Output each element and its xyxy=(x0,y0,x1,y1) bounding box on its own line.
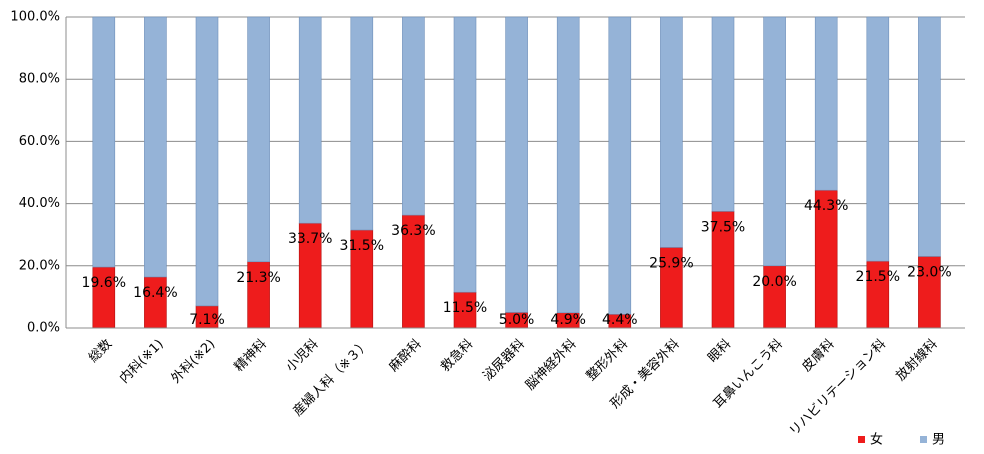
x-tick-label: 救急科 xyxy=(437,336,476,375)
x-tick-label: 総数 xyxy=(86,337,115,366)
data-label: 5.0% xyxy=(499,312,535,328)
data-label: 20.0% xyxy=(752,274,796,290)
data-label: 7.1% xyxy=(189,312,225,328)
bar-segment xyxy=(608,16,632,315)
bar-segment xyxy=(711,16,735,212)
bar-segment xyxy=(763,16,786,267)
x-tick-label: 脳神経外科 xyxy=(523,337,580,394)
data-label: 31.5% xyxy=(340,238,384,254)
bar-segment xyxy=(195,16,219,307)
bar-segment xyxy=(814,16,838,191)
bar-segment xyxy=(505,16,528,313)
legend-label: 男 xyxy=(932,433,945,448)
x-tick-label: 内科(※1) xyxy=(116,336,166,386)
y-tick-label: 60.0% xyxy=(19,134,60,149)
data-label: 44.3% xyxy=(804,198,848,214)
legend-swatch xyxy=(858,436,865,443)
legend-label: 女 xyxy=(870,432,883,448)
x-tick-label: 麻酔科 xyxy=(387,337,425,375)
data-label: 33.7% xyxy=(288,231,332,247)
legend-swatch xyxy=(920,436,927,443)
bar-segment xyxy=(918,16,941,257)
data-label: 21.3% xyxy=(236,270,280,286)
bar-segment xyxy=(350,16,374,231)
x-tick-label: 小児科 xyxy=(283,337,321,375)
data-label: 16.4% xyxy=(133,285,177,301)
data-label: 37.5% xyxy=(701,219,745,235)
data-label: 4.4% xyxy=(602,312,638,328)
y-tick-label: 0.0% xyxy=(27,321,60,336)
data-label: 19.6% xyxy=(82,275,126,291)
data-label: 25.9% xyxy=(649,255,693,271)
data-label: 11.5% xyxy=(443,300,487,316)
data-label: 23.0% xyxy=(907,264,951,280)
x-tick-label: 泌尿器科 xyxy=(481,337,528,384)
y-tick-label: 100.0% xyxy=(10,10,60,25)
bar-segment xyxy=(247,16,270,263)
data-label: 36.3% xyxy=(391,223,435,239)
bar-segment xyxy=(92,16,116,268)
bar-segment xyxy=(556,16,580,314)
x-tick-label: 整形外科 xyxy=(584,337,631,384)
bar-segment xyxy=(453,16,477,293)
bar-segment xyxy=(402,16,425,216)
y-tick-label: 20.0% xyxy=(19,258,60,273)
x-tick-label: リハビリテーション科 xyxy=(787,337,889,439)
x-tick-label: 外科(※2) xyxy=(169,337,219,387)
x-tick-label: 放射線科 xyxy=(893,336,941,384)
y-tick-label: 40.0% xyxy=(19,196,60,211)
data-label: 4.9% xyxy=(550,312,586,328)
data-label: 21.5% xyxy=(856,269,900,285)
y-tick-label: 80.0% xyxy=(19,72,60,87)
x-tick-label: 皮膚科 xyxy=(799,336,838,375)
bar-segment xyxy=(866,16,890,262)
bar-segment xyxy=(144,16,167,278)
x-tick-label: 精神科 xyxy=(232,337,270,375)
x-tick-label: 眼科 xyxy=(705,337,734,366)
bar-segment xyxy=(298,16,322,224)
bar-segment xyxy=(660,16,683,248)
